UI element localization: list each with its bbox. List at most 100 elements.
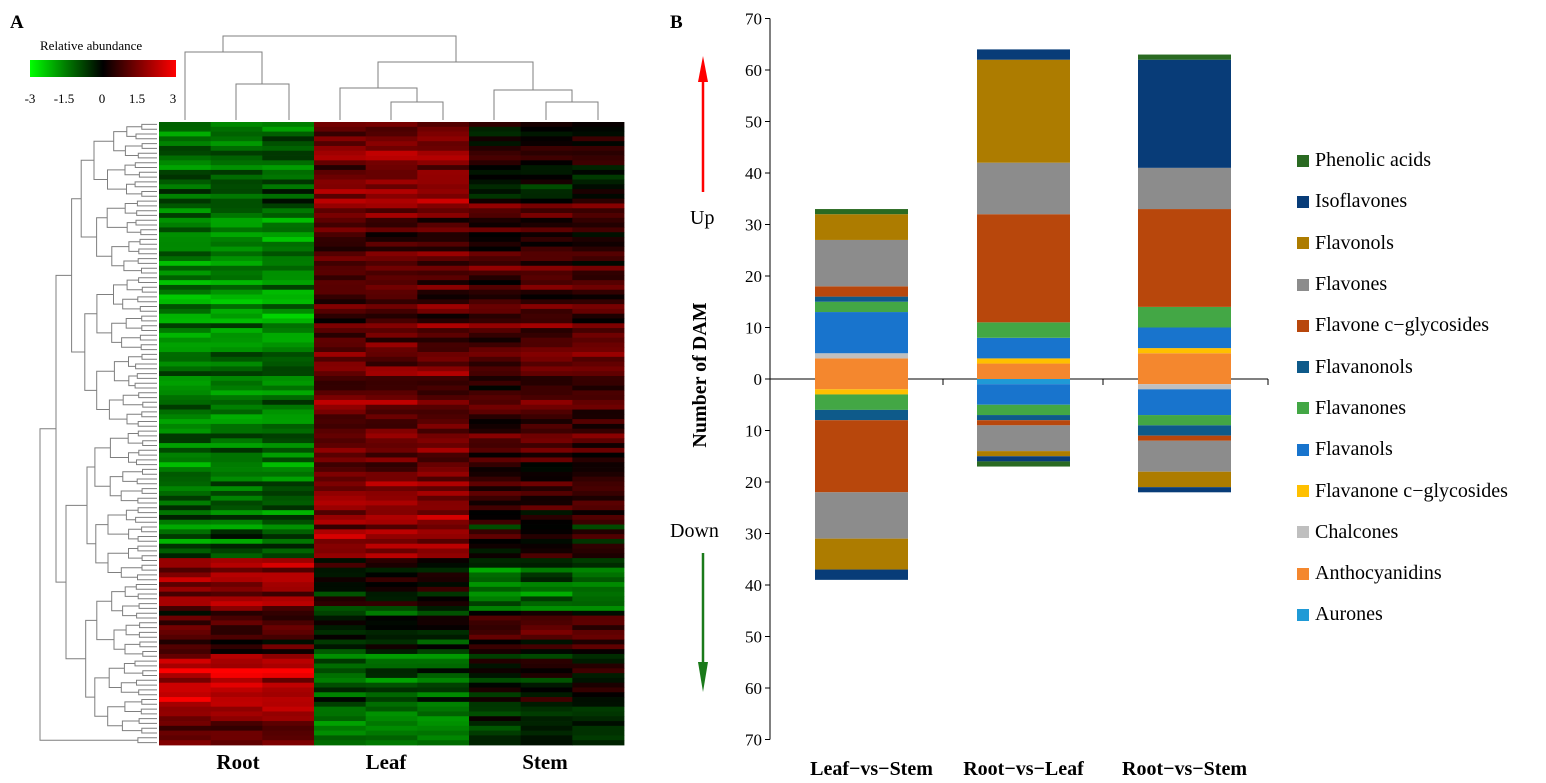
legend-swatch (1297, 402, 1309, 415)
heatmap-cell (365, 510, 418, 516)
heatmap-cell (365, 227, 418, 233)
heatmap-cell (365, 668, 418, 674)
heatmap-cell (520, 591, 573, 597)
heatmap-cell (262, 280, 315, 286)
heatmap-cell (572, 366, 625, 372)
heatmap-cell (417, 591, 470, 597)
heatmap-cell (262, 596, 315, 602)
heatmap-cell (469, 222, 522, 228)
heatmap-cell (262, 189, 315, 195)
heatmap-cell (365, 332, 418, 339)
heatmap-cell (417, 371, 470, 377)
colorbar-tick: 0 (98, 91, 106, 106)
heatmap-cell (314, 203, 367, 209)
heatmap-cell (159, 725, 212, 732)
heatmap-cell (469, 433, 522, 439)
heatmap-cell (365, 280, 418, 286)
heatmap-cell (314, 366, 367, 372)
heatmap-cell (159, 347, 212, 353)
heatmap-cell (417, 510, 470, 516)
heatmap-cell (314, 649, 367, 655)
heatmap-cell (469, 572, 522, 578)
heatmap-cell (469, 323, 522, 329)
heatmap-cell (210, 371, 263, 377)
legend-swatch (1297, 526, 1309, 539)
heatmap-cell (572, 136, 625, 142)
heatmap-cell (314, 438, 367, 444)
heatmap-cell (159, 380, 212, 386)
heatmap-cell (520, 433, 573, 439)
heatmap-cell (159, 495, 212, 501)
heatmap-cell (314, 572, 367, 578)
heatmap-cell (210, 558, 263, 564)
heatmap-cell (210, 562, 263, 569)
heatmap-cell (365, 284, 418, 291)
heatmap-cell (159, 476, 212, 482)
heatmap-cell (314, 352, 367, 358)
heatmap-cell (572, 534, 625, 540)
heatmap-cell (469, 399, 522, 406)
heatmap-cell (314, 538, 367, 545)
heatmap-cell (365, 663, 418, 669)
heatmap-cell (365, 265, 418, 271)
heatmap-cell (417, 390, 470, 396)
bar-segment-down (977, 415, 1070, 421)
bar-segment-up (815, 296, 908, 302)
heatmap-cell (159, 663, 212, 669)
heatmap-cell (159, 701, 212, 708)
heatmap-cell (417, 222, 470, 228)
legend-label: Aurones (1315, 603, 1383, 626)
heatmap-cell (262, 122, 315, 128)
heatmap-cell (520, 251, 573, 257)
heatmap-cell (469, 721, 522, 727)
heatmap-cell (210, 304, 263, 310)
heatmap-cell (572, 716, 625, 722)
heatmap-cell (159, 443, 212, 449)
legend-label: Isoflavones (1315, 190, 1408, 213)
heatmap-cell (314, 375, 367, 382)
heatmap-cell (572, 495, 625, 501)
heatmap-cell (262, 275, 315, 281)
heatmap-cell (469, 169, 522, 176)
y-tick-label: 10 (745, 319, 762, 338)
heatmap-cell (159, 529, 212, 535)
heatmap-cell (159, 673, 212, 679)
heatmap-cell (314, 337, 367, 343)
heatmap-cell (469, 634, 522, 640)
heatmap-cell (469, 131, 522, 137)
legend-item: Flavones (1297, 264, 1508, 305)
heatmap-cell (159, 438, 212, 444)
heatmap-cell (365, 232, 418, 238)
heatmap-cell (365, 141, 418, 147)
heatmap-cell (417, 639, 470, 645)
heatmap-cell (417, 208, 470, 214)
heatmap-cell (365, 634, 418, 640)
colorbar-title: Relative abundance (40, 38, 143, 53)
heatmap-cell (210, 658, 263, 664)
heatmap-cell (210, 505, 263, 511)
heatmap-cell (314, 658, 367, 664)
bar-segment-down (1138, 425, 1231, 436)
heatmap-cell (520, 222, 573, 228)
heatmap-cell (572, 562, 625, 569)
heatmap-cell (572, 198, 625, 204)
heatmap-cell (469, 246, 522, 252)
heatmap-cell (520, 150, 573, 156)
heatmap-cell (520, 673, 573, 679)
heatmap-cell (469, 524, 522, 530)
heatmap-cell (417, 467, 470, 473)
heatmap-cell (210, 534, 263, 540)
heatmap-cell (314, 371, 367, 377)
heatmap-cell (314, 548, 367, 554)
heatmap-cell (572, 639, 625, 645)
heatmap-cell (210, 572, 263, 578)
heatmap-cell (417, 725, 470, 732)
heatmap-cell (314, 323, 367, 329)
heatmap-cell (262, 649, 315, 655)
heatmap-cell (572, 347, 625, 353)
heatmap-cell (210, 399, 263, 406)
heatmap-cell (469, 414, 522, 420)
heatmap-cell (417, 136, 470, 142)
heatmap-cell (572, 582, 625, 588)
